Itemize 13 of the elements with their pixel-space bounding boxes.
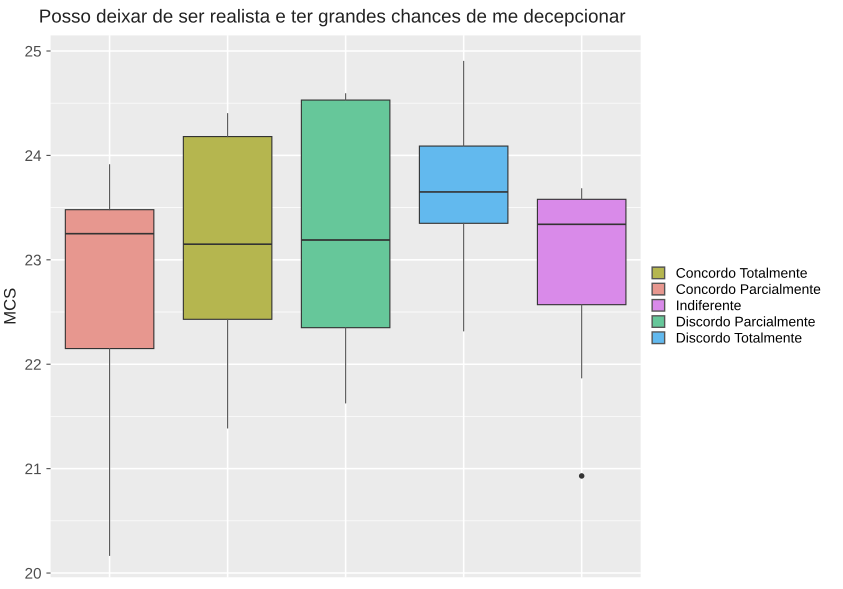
y-tick-label: 24	[25, 150, 42, 161]
legend-label: Concordo Parcialmente	[676, 284, 820, 294]
y-tick-label: 22	[25, 359, 41, 370]
chart-title: Posso deixar de ser realista e ter grandes chances de me decepcionar	[40, 8, 626, 26]
y-tick-label: 23	[25, 254, 41, 266]
legend-label: Indiferente	[677, 300, 741, 310]
y-tick-label: 25	[25, 46, 41, 57]
legend-label: Concordo Totalmente	[676, 268, 807, 278]
legend-label: Discordo Parcialmente	[676, 316, 815, 326]
y-axis-title: MCS	[4, 288, 16, 324]
legend-label: Discordo Totalmente	[676, 332, 802, 343]
y-tick-label: 20	[25, 568, 41, 579]
y-tick-label: 21	[25, 464, 41, 474]
